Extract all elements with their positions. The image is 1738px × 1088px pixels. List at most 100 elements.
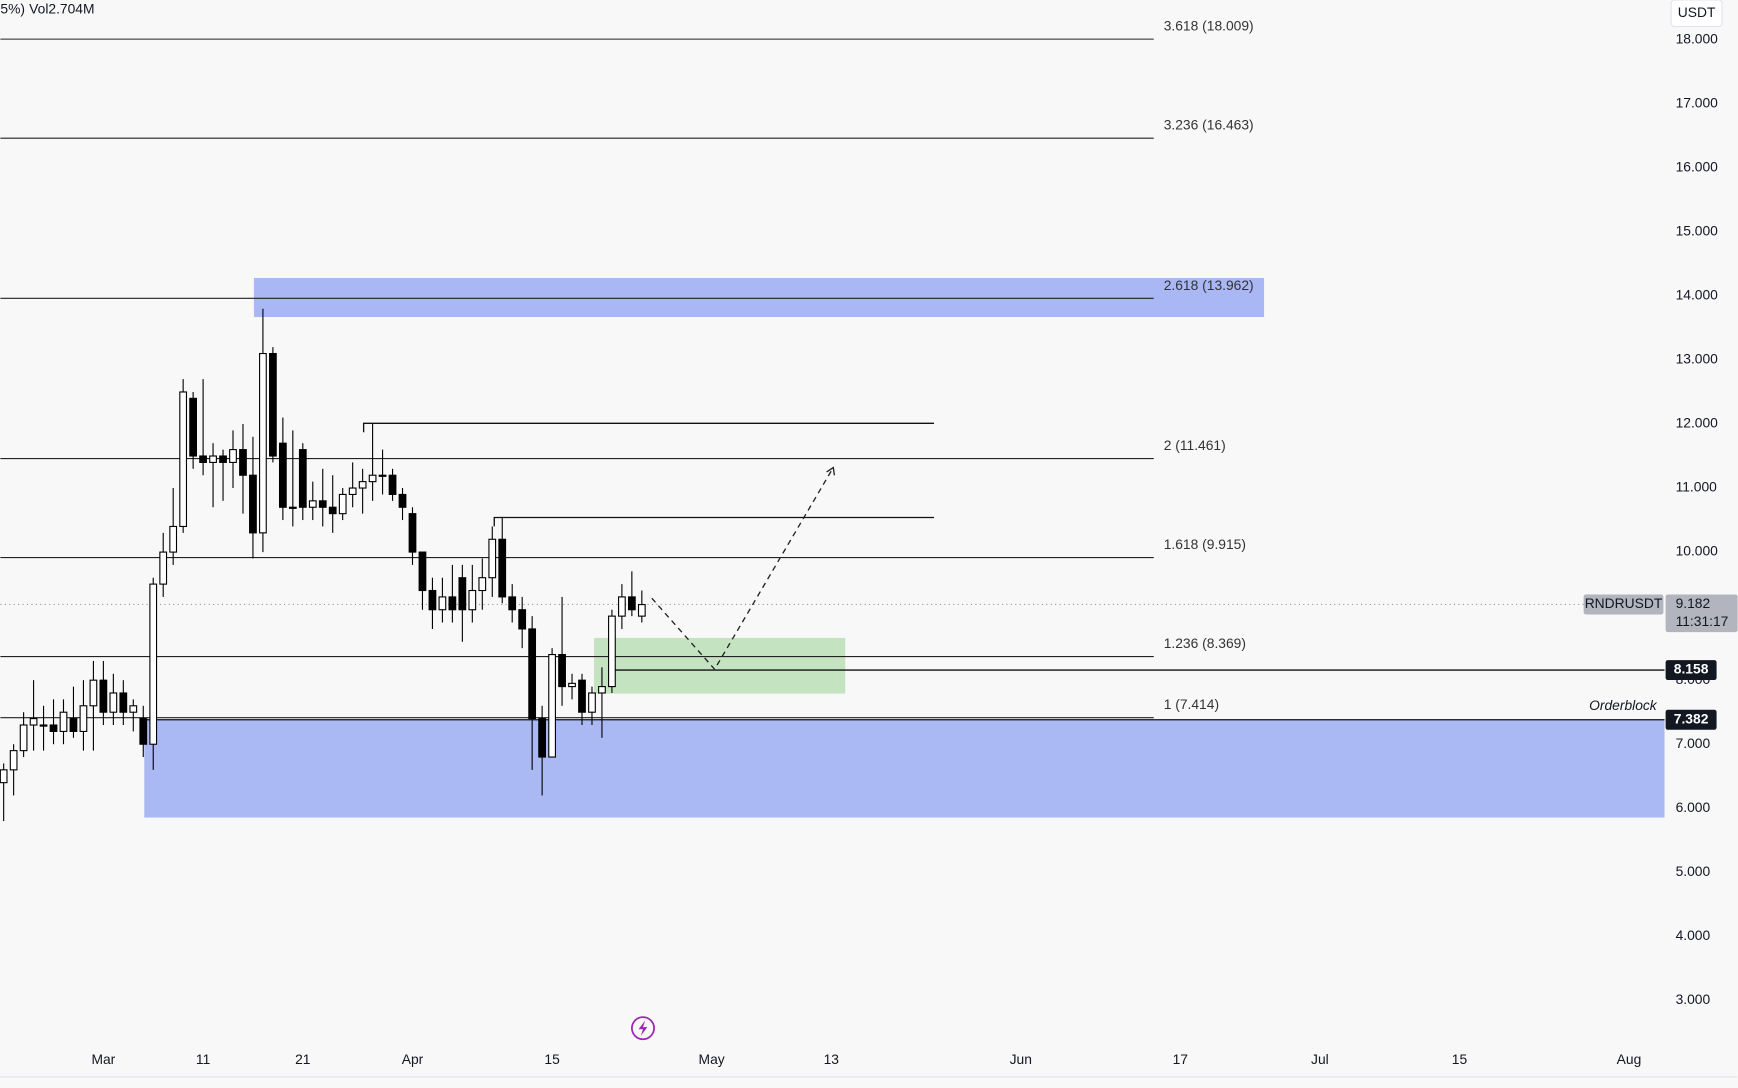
lines-layer: 3.618 (18.009) 3.236 (16.463) 2.618 (13.96… [0, 18, 1665, 721]
y-tick-label: 4.000 [1676, 927, 1711, 943]
y-tick-label: 3.000 [1676, 991, 1711, 1007]
candle-body [558, 654, 566, 688]
fib-label: 3.618 (18.009) [1164, 18, 1254, 34]
candle-body [478, 577, 487, 592]
y-tick-label: 11.000 [1676, 479, 1718, 495]
candle-body [288, 506, 297, 509]
currency-box[interactable] [1670, 0, 1723, 28]
candle-body [99, 679, 108, 713]
candle-body [189, 397, 197, 457]
y-tick-label: 16.000 [1676, 158, 1719, 174]
candle-body [39, 724, 48, 727]
candle-body [49, 724, 58, 732]
candle-body [249, 474, 257, 534]
candle-body [588, 692, 596, 713]
candle-body [498, 538, 507, 598]
candle-body [269, 352, 277, 457]
x-tick-label: 17 [1173, 1051, 1188, 1067]
y-tick-label: 5.000 [1676, 863, 1711, 879]
candle-body [119, 692, 128, 713]
candle-body [538, 718, 546, 758]
fib-label: 2 (11.461) [1164, 437, 1226, 453]
zones-layer [144, 277, 1665, 818]
x-tick-label: Aug [1617, 1051, 1642, 1067]
fib-label: 2.618 (13.962) [1164, 277, 1254, 293]
candle-body [438, 596, 447, 611]
candle-body [59, 711, 68, 732]
zone [593, 637, 846, 694]
y-tick-label: 6.000 [1676, 799, 1711, 815]
candle-body [89, 679, 98, 707]
icon-circle [631, 1016, 655, 1041]
symbol-label: RNDRUSDT [1585, 595, 1663, 611]
candle-body [528, 628, 537, 720]
x-tick-label: 15 [544, 1051, 560, 1067]
y-tick-label: 13.000 [1676, 351, 1719, 367]
candle-body [388, 474, 397, 495]
candle-body [0, 769, 8, 784]
candle-body [488, 538, 497, 579]
projection-path [651, 467, 834, 671]
x-tick-label: Jun [1010, 1051, 1032, 1067]
candle-body [328, 506, 337, 515]
candle-body [129, 705, 138, 713]
y-tick-label: 12.000 [1676, 415, 1719, 431]
candle-body [368, 474, 377, 483]
candle-body [69, 718, 78, 732]
candle-body [149, 583, 158, 745]
candle-body [468, 589, 477, 611]
candle-body [578, 679, 586, 713]
y-tick-label: 15.000 [1676, 223, 1719, 239]
candle-body [568, 682, 576, 688]
candle-body [139, 718, 148, 745]
zone-label: Orderblock [1589, 697, 1658, 713]
candle-body [19, 724, 28, 752]
candle-body [458, 577, 467, 611]
candle-body [518, 609, 527, 630]
price-badge [1665, 660, 1717, 681]
fib-label: 1 (7.414) [1164, 696, 1219, 712]
x-tick-label: 11 [196, 1051, 211, 1067]
x-tick-label: 15 [1452, 1051, 1468, 1067]
candles-layer [0, 308, 646, 822]
candle-body [418, 551, 427, 592]
candle-body [308, 500, 317, 508]
symbol-badge [1583, 594, 1664, 615]
last-price-badge [1665, 594, 1738, 633]
fib-label: 3.236 (16.463) [1164, 117, 1254, 133]
candle-body [398, 493, 407, 508]
x-tick-label: 21 [295, 1051, 311, 1067]
candle-body [9, 750, 18, 771]
price-badge-label: 7.382 [1674, 710, 1709, 726]
level-line [362, 422, 934, 433]
y-tick-label: 18.000 [1676, 30, 1719, 46]
price-badge [1665, 709, 1717, 730]
candle-body [278, 442, 287, 508]
candle-body [618, 596, 626, 617]
level-line [493, 516, 934, 527]
candle-body [637, 604, 646, 617]
candle-body [159, 551, 168, 585]
y-tick-label: 10.000 [1676, 543, 1719, 559]
candle-body [338, 493, 347, 515]
projection-arrowhead [826, 466, 836, 476]
candle-body [428, 589, 437, 611]
fib-label: 1.618 (9.915) [1164, 536, 1246, 552]
zone [253, 277, 1265, 318]
x-tick-label: May [699, 1051, 725, 1067]
candle-body [348, 487, 357, 495]
currency-label: USDT [1678, 4, 1716, 20]
icon-bolt [638, 1020, 648, 1036]
lightning-icon[interactable] [631, 1016, 655, 1041]
candle-body [239, 449, 247, 476]
x-tick-label: Jul [1311, 1051, 1329, 1067]
candle-body [109, 692, 118, 713]
countdown-label: 11:31:17 [1676, 613, 1729, 629]
candle-body [169, 525, 178, 553]
candle-body [598, 686, 606, 694]
candle-body [29, 718, 38, 726]
header-volume: Vol2.704M [29, 1, 94, 17]
